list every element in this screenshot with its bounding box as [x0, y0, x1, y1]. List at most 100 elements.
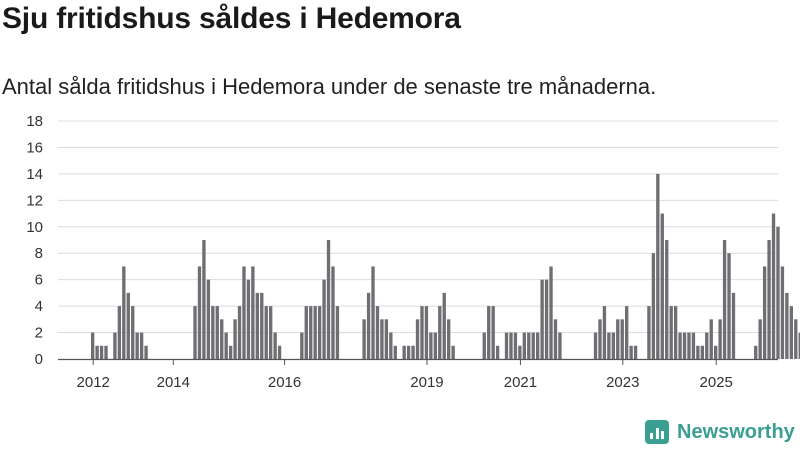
bar [722, 240, 727, 359]
y-tick-label: 2 [35, 325, 43, 342]
bar [95, 345, 99, 359]
bar [335, 306, 340, 359]
bar [322, 279, 326, 359]
bar [215, 306, 219, 359]
bar [220, 319, 224, 359]
bar [135, 332, 139, 359]
y-tick-label: 14 [26, 166, 43, 183]
bar [598, 319, 602, 359]
y-tick-label: 12 [26, 192, 43, 209]
bar [611, 332, 615, 359]
y-tick-label: 18 [26, 113, 43, 130]
bar [705, 332, 709, 359]
bar [144, 345, 148, 359]
y-tick-label: 16 [26, 139, 43, 156]
bar [629, 345, 633, 359]
bar-chart-icon [645, 420, 669, 444]
y-tick-label: 6 [35, 272, 43, 289]
bar [393, 345, 397, 359]
bar [513, 332, 518, 359]
bar [758, 319, 762, 359]
bar [366, 292, 371, 359]
bar [691, 332, 696, 359]
bar [482, 332, 486, 359]
bar [665, 240, 669, 359]
chart-subtitle: Antal sålda fritidshus i Hedemora under … [2, 74, 657, 99]
bar [558, 332, 562, 359]
bar [237, 306, 242, 359]
bar [518, 345, 522, 359]
bar [193, 306, 197, 359]
bar [202, 240, 206, 359]
bar [696, 345, 700, 359]
bar [424, 306, 429, 359]
bar [228, 345, 233, 359]
bar [331, 266, 335, 359]
bar [660, 213, 664, 359]
bar [242, 266, 246, 359]
bar [487, 306, 491, 359]
bar [794, 319, 798, 359]
bar [246, 279, 251, 359]
bar [433, 332, 437, 359]
x-tick-label: 2021 [504, 374, 537, 391]
bar [536, 332, 540, 359]
bar [678, 332, 682, 359]
bar [380, 319, 384, 359]
bar [429, 332, 433, 359]
bar [709, 319, 713, 359]
bar [607, 332, 611, 359]
bar [540, 279, 544, 359]
x-tick-label: 2025 [700, 374, 733, 391]
bar [602, 306, 607, 359]
bar [224, 332, 228, 359]
bar [531, 332, 535, 359]
bar [714, 345, 718, 359]
bar [727, 253, 731, 359]
bar [233, 319, 237, 359]
bar [91, 332, 95, 359]
bar [625, 306, 629, 359]
bar [647, 306, 651, 359]
bar [269, 306, 273, 359]
bar [656, 173, 660, 359]
bar [362, 319, 366, 359]
brand-name: Newsworthy [677, 420, 795, 443]
bar [206, 279, 211, 359]
bar [104, 345, 108, 359]
bar [389, 332, 393, 359]
newsworthy-logo[interactable]: Newsworthy [645, 420, 795, 444]
bar [273, 332, 277, 359]
bar [317, 306, 322, 359]
bar [544, 279, 549, 359]
bar [300, 332, 304, 359]
bar [504, 332, 509, 359]
bar [789, 306, 793, 359]
bar [754, 345, 758, 359]
bar [438, 306, 442, 359]
bar [122, 266, 126, 359]
bar [776, 226, 780, 359]
bar [780, 266, 785, 359]
bar [406, 345, 411, 359]
bar [411, 345, 415, 359]
bar [673, 306, 678, 359]
bar [616, 319, 620, 359]
x-tick-label: 2019 [410, 374, 443, 391]
y-tick-label: 4 [35, 298, 43, 315]
bars [91, 173, 800, 359]
bar [509, 332, 513, 359]
bar [491, 306, 495, 359]
bar [99, 345, 104, 359]
bar [126, 292, 130, 359]
bar [527, 332, 531, 359]
bar [139, 332, 144, 359]
bar [700, 345, 704, 359]
bar [420, 306, 424, 359]
axes: 0 2 4 6 8 10 12 14 16 18 2012 2014 2016 2019 2021 2023 2… [26, 113, 778, 391]
bar [113, 332, 117, 359]
bar [522, 332, 526, 359]
bar [687, 332, 691, 359]
bar [304, 306, 308, 359]
